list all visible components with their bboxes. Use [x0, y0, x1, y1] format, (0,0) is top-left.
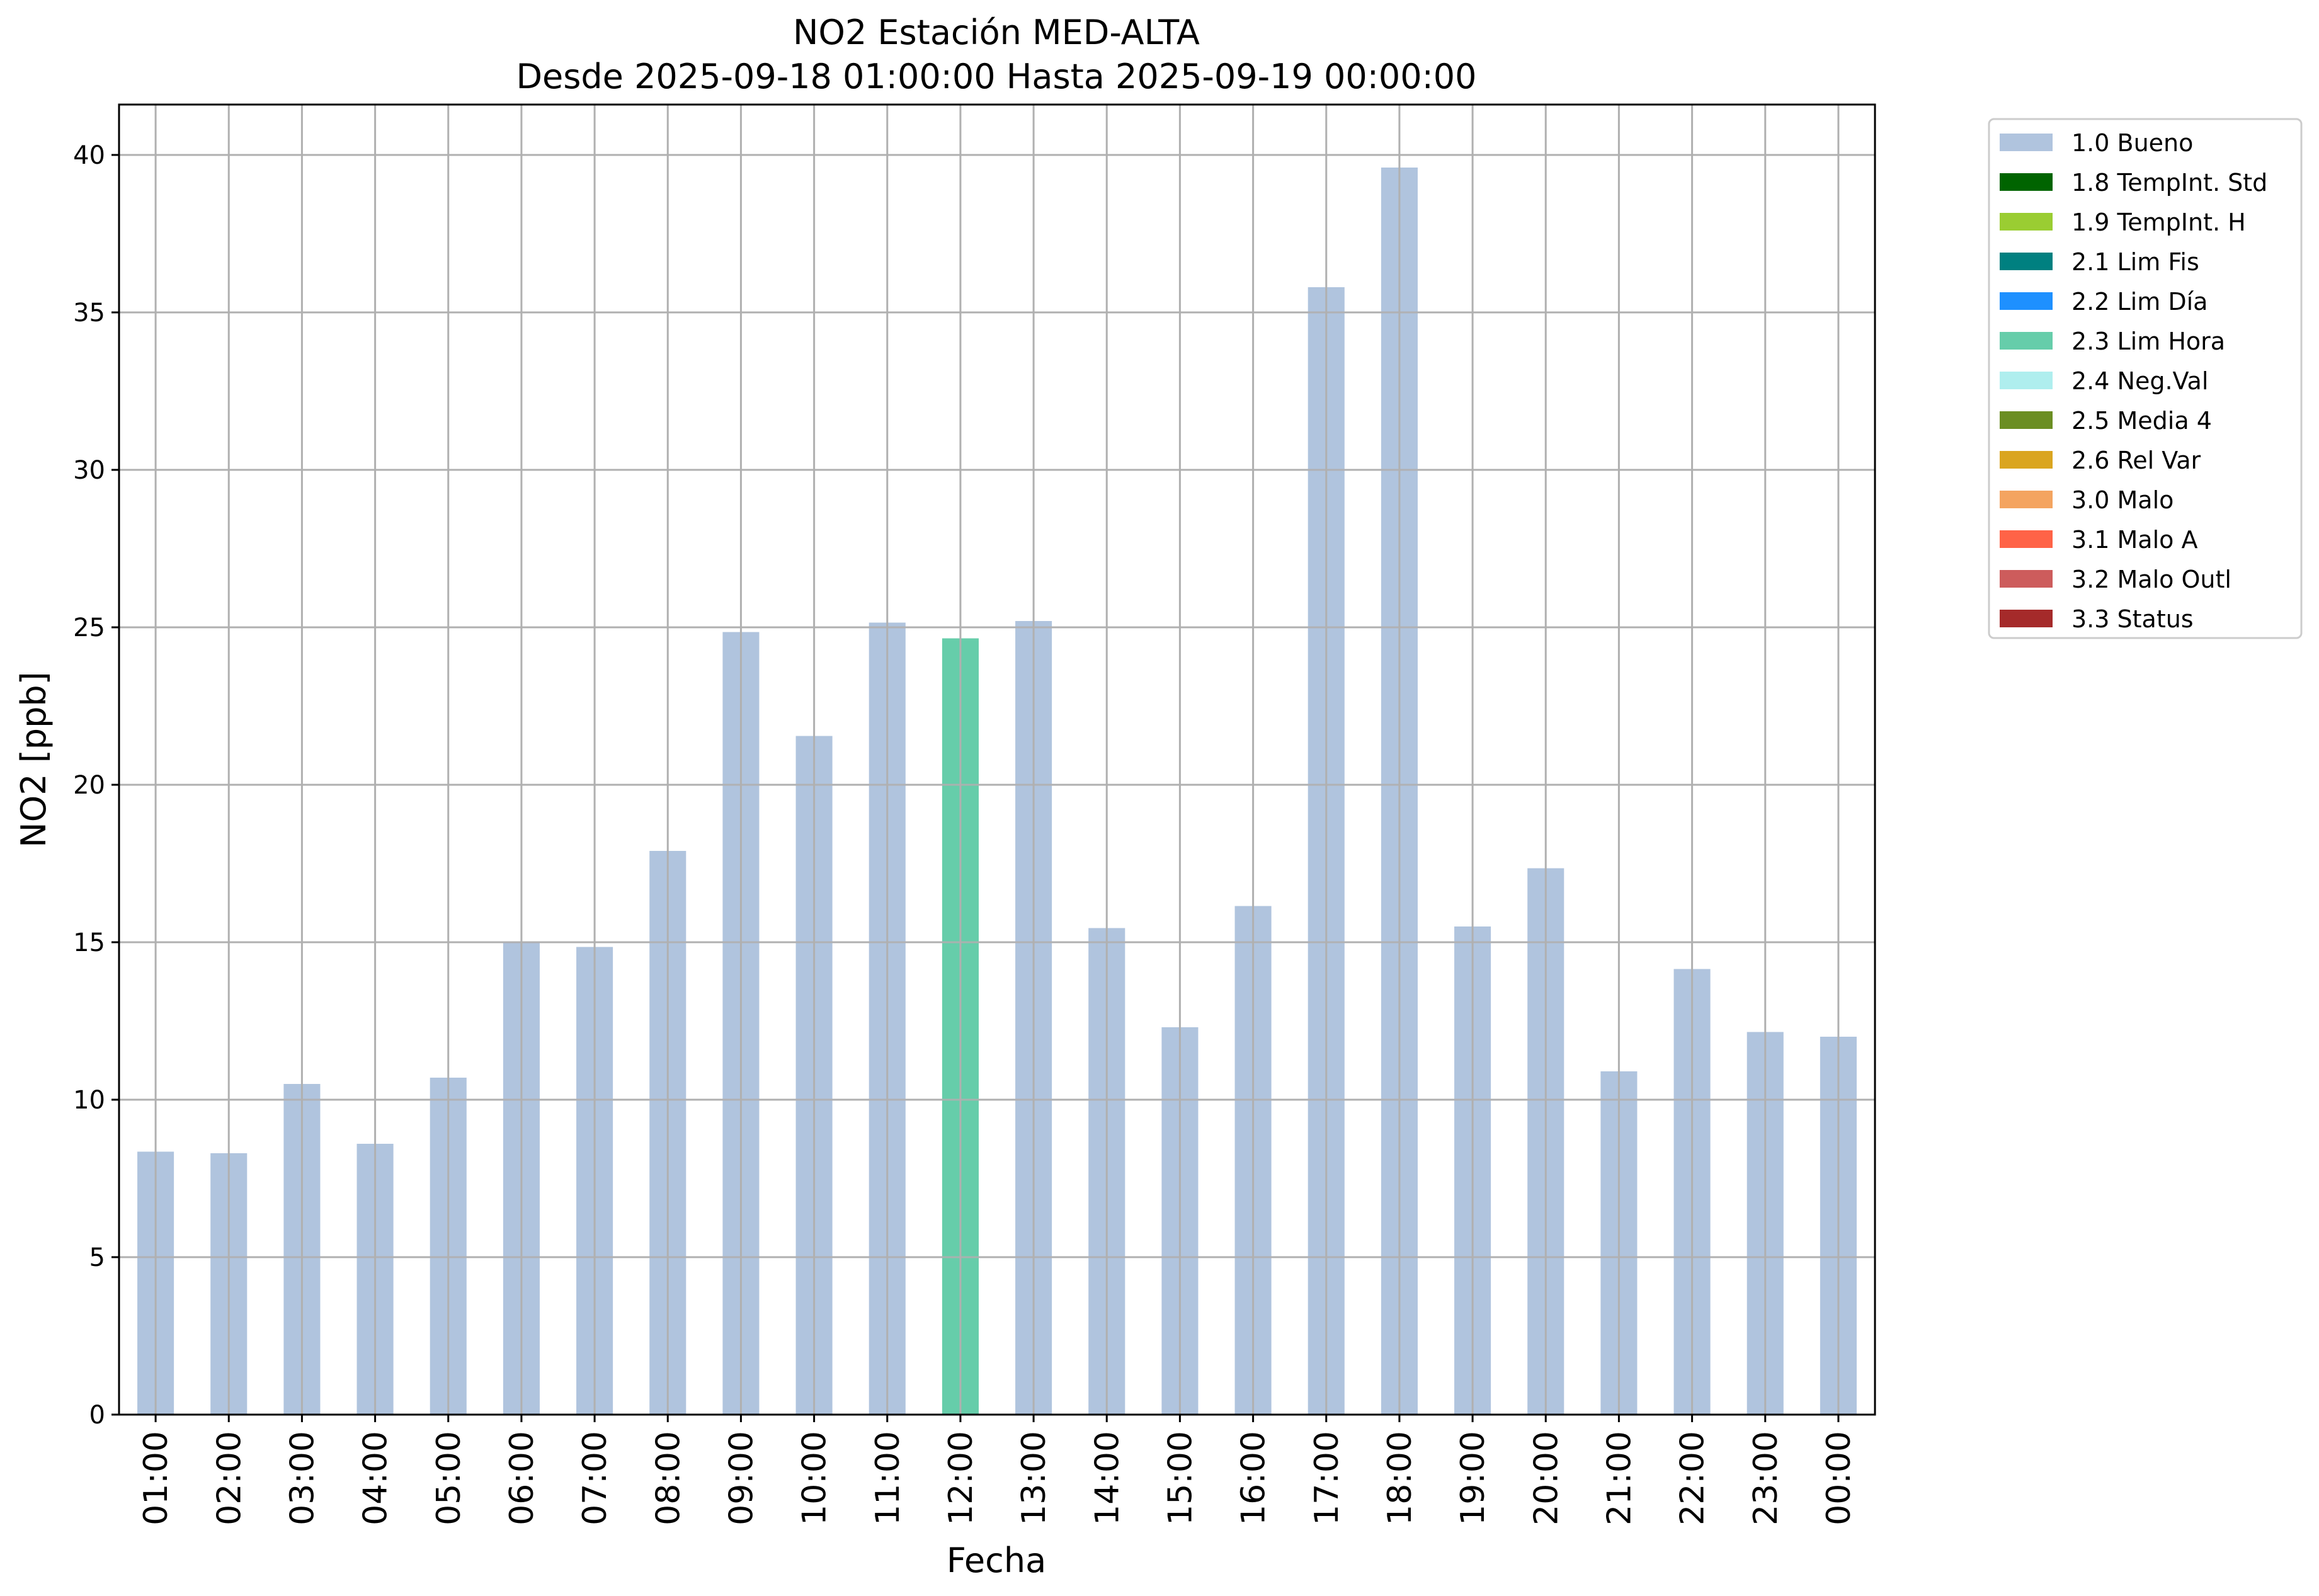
x-tick-label: 00:00 [1820, 1431, 1858, 1525]
x-tick-label: 09:00 [722, 1431, 760, 1525]
x-tick-label: 11:00 [869, 1431, 907, 1525]
x-tick-label: 21:00 [1600, 1431, 1638, 1525]
x-tick-label: 18:00 [1381, 1431, 1419, 1525]
legend-swatch [2000, 530, 2053, 548]
legend-swatch [2000, 173, 2053, 191]
legend-swatch [2000, 411, 2053, 429]
x-tick-label: 13:00 [1015, 1431, 1053, 1525]
legend-frame [1988, 118, 2303, 639]
legend: 1.0 Bueno 1.8 TempInt. Std 1.9 TempInt. H 2… [1988, 118, 2303, 639]
y-axis: 0 5 10 15 20 25 30 35 40 [73, 141, 119, 1430]
legend-label: 2.1 Lim Fis [2071, 248, 2199, 276]
legend-label: 1.0 Bueno [2071, 129, 2193, 157]
legend-swatch [2000, 213, 2053, 231]
legend-swatch [2000, 332, 2053, 350]
y-tick-label: 30 [73, 456, 105, 485]
x-tick-label: 05:00 [430, 1431, 468, 1525]
y-tick-label: 40 [73, 141, 105, 170]
y-tick-label: 0 [89, 1401, 105, 1430]
legend-swatch [2000, 253, 2053, 270]
legend-swatch [2000, 372, 2053, 389]
y-tick-label: 25 [73, 613, 105, 642]
y-tick-label: 15 [73, 928, 105, 957]
legend-label: 2.4 Neg.Val [2071, 367, 2208, 395]
x-tick-label: 16:00 [1235, 1431, 1273, 1525]
x-tick-label: 03:00 [283, 1431, 321, 1525]
chart-title: NO2 Estación MED-ALTA [793, 13, 1200, 52]
legend-swatch [2000, 610, 2053, 627]
x-axis-label: Fecha [947, 1541, 1046, 1580]
x-tick-label: 22:00 [1674, 1431, 1712, 1525]
y-axis-label: NO2 [ppb] [14, 671, 54, 847]
x-tick-label: 07:00 [576, 1431, 614, 1525]
legend-label: 3.2 Malo Outl [2071, 566, 2231, 593]
x-tick-label: 01:00 [137, 1431, 175, 1525]
x-tick-label: 19:00 [1454, 1431, 1492, 1525]
legend-swatch [2000, 134, 2053, 151]
legend-label: 3.0 Malo [2071, 486, 2174, 514]
y-tick-label: 20 [73, 771, 105, 800]
x-tick-label: 23:00 [1747, 1431, 1785, 1525]
legend-label: 2.5 Media 4 [2071, 407, 2212, 435]
x-tick-label: 10:00 [796, 1431, 834, 1525]
x-tick-label: 17:00 [1308, 1431, 1346, 1525]
legend-label: 1.9 TempInt. H [2071, 208, 2246, 236]
y-tick-label: 10 [73, 1086, 105, 1115]
chart-subtitle: Desde 2025-09-18 01:00:00 Hasta 2025-09-… [516, 57, 1476, 96]
legend-swatch [2000, 491, 2053, 508]
x-axis: 01:00 02:00 03:00 04:00 05:00 06:00 07:00 08:00… [137, 1415, 1858, 1525]
legend-label: 3.3 Status [2071, 605, 2194, 633]
legend-label: 2.6 Rel Var [2071, 447, 2201, 474]
x-tick-label: 04:00 [357, 1431, 395, 1525]
y-tick-label: 35 [73, 299, 105, 328]
x-tick-label: 14:00 [1088, 1431, 1126, 1525]
legend-label: 2.3 Lim Hora [2071, 328, 2225, 355]
legend-label: 2.2 Lim Día [2071, 288, 2208, 316]
x-tick-label: 06:00 [503, 1431, 541, 1525]
plot-frame [118, 103, 1876, 1416]
legend-swatch [2000, 292, 2053, 310]
bars-layer [119, 154, 1875, 1416]
x-tick-label: 15:00 [1161, 1431, 1199, 1525]
x-tick-label: 12:00 [942, 1431, 980, 1525]
x-tick-label: 02:00 [210, 1431, 248, 1525]
legend-swatch [2000, 451, 2053, 469]
x-tick-label: 08:00 [649, 1431, 687, 1525]
legend-label: 3.1 Malo A [2071, 526, 2197, 554]
y-tick-label: 5 [89, 1243, 105, 1272]
legend-label: 1.8 TempInt. Std [2071, 169, 2267, 197]
legend-swatch [2000, 570, 2053, 588]
x-tick-label: 20:00 [1527, 1431, 1565, 1525]
